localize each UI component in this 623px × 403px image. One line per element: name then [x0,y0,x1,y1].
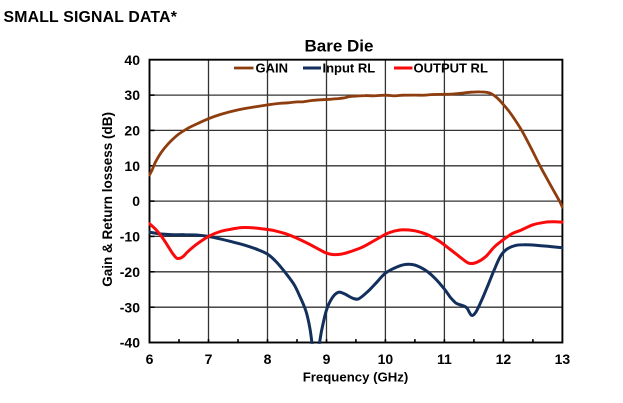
svg-text:-10: -10 [120,229,140,245]
svg-text:Gain & Return lossess (dB): Gain & Return lossess (dB) [100,112,115,287]
svg-text:0: 0 [132,193,140,209]
svg-text:13: 13 [555,351,571,367]
svg-text:OUTPUT RL: OUTPUT RL [414,61,488,76]
svg-text:20: 20 [124,123,140,139]
svg-text:9: 9 [323,351,331,367]
svg-text:Input RL: Input RL [323,61,376,76]
svg-text:11: 11 [437,351,452,367]
svg-text:40: 40 [124,52,140,68]
svg-text:-20: -20 [120,264,140,280]
svg-text:6: 6 [146,351,154,367]
svg-text:10: 10 [378,351,394,367]
svg-text:-30: -30 [120,299,140,315]
svg-text:12: 12 [496,351,512,367]
svg-text:7: 7 [205,351,213,367]
svg-text:GAIN: GAIN [256,61,289,76]
svg-text:SMALL SIGNAL DATA*: SMALL SIGNAL DATA* [4,9,178,26]
svg-text:30: 30 [124,87,140,103]
svg-text:-40: -40 [120,335,140,351]
svg-text:Bare Die: Bare Die [305,37,374,56]
svg-text:10: 10 [124,158,140,174]
svg-text:8: 8 [264,351,272,367]
svg-text:Frequency (GHz): Frequency (GHz) [303,370,409,385]
